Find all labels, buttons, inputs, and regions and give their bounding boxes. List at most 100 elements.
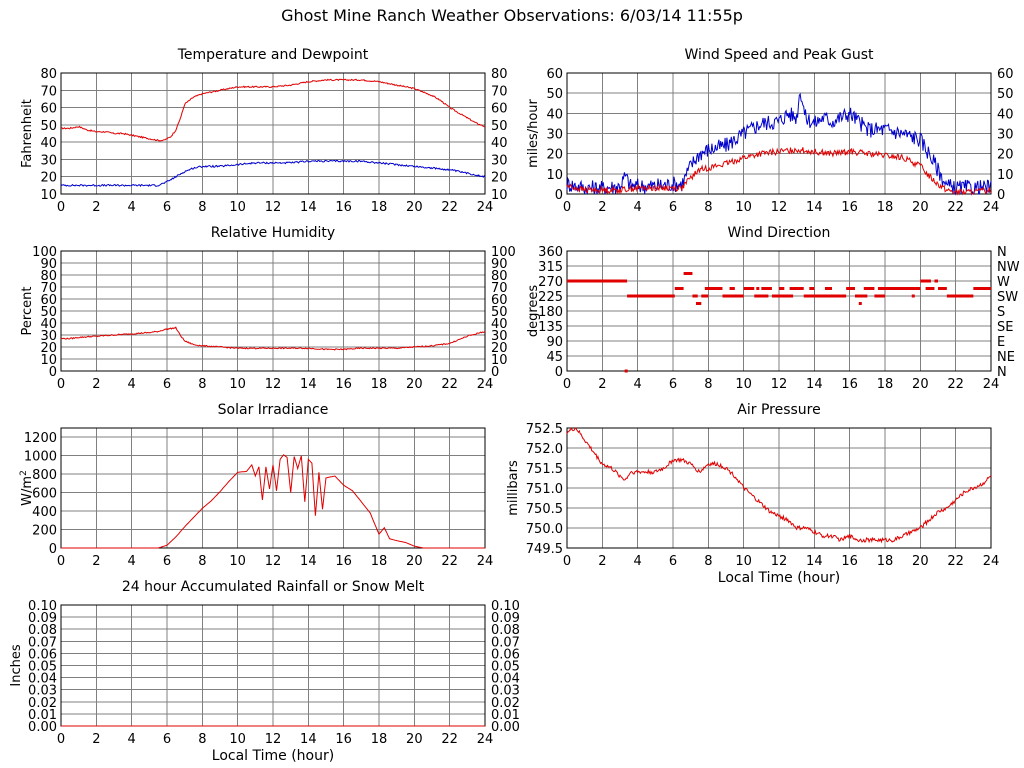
x-tick-label: 16 — [335, 200, 352, 215]
y-tick-label: 40 — [40, 136, 57, 151]
right-tick-label: 0.06 — [491, 647, 520, 662]
y-tick-label: 30 — [40, 153, 57, 168]
right-tick-label: 30 — [491, 153, 508, 168]
direction-point — [911, 294, 915, 298]
y-tick-label: 70 — [40, 84, 57, 99]
x-tick-label: 14 — [806, 554, 823, 569]
right-tick-label: N — [997, 245, 1007, 260]
x-tick-label: 10 — [229, 732, 246, 747]
direction-mark — [789, 287, 804, 290]
x-tick-label: 14 — [806, 377, 823, 392]
x-tick-label: 18 — [371, 377, 388, 392]
y-tick-label: 0.09 — [28, 611, 57, 626]
x-tick-label: 16 — [335, 377, 352, 392]
page-title: Ghost Mine Ranch Weather Observations: 6… — [281, 6, 743, 25]
plot-frame — [566, 72, 992, 195]
right-tick-label: SW — [997, 290, 1018, 305]
right-tick-label: 60 — [491, 293, 508, 308]
right-tick-label: 60 — [997, 67, 1014, 82]
direction-mark — [854, 294, 868, 298]
right-tick-label: 10 — [491, 188, 508, 203]
direction-point — [809, 287, 813, 290]
y-tick-label: 60 — [40, 293, 57, 308]
x-tick-label: 20 — [912, 554, 929, 569]
series-line — [566, 427, 992, 544]
x-tick-label: 24 — [477, 377, 494, 392]
chart-title: Air Pressure — [737, 402, 820, 418]
y-tick-label: 70 — [40, 281, 57, 296]
x-tick-label: 12 — [771, 554, 788, 569]
direction-mark — [692, 294, 698, 298]
x-tick-label: 6 — [669, 554, 677, 569]
chart-title: Solar Irradiance — [218, 402, 329, 418]
x-tick-label: 16 — [841, 554, 858, 569]
right-tick-label: 0.02 — [491, 696, 520, 711]
x-tick-label: 20 — [406, 200, 423, 215]
right-tick-label: E — [997, 335, 1005, 350]
right-tick-label: 0.08 — [491, 623, 520, 638]
y-tick-label: 30 — [40, 329, 57, 344]
right-tick-label: 20 — [491, 341, 508, 356]
right-tick-label: 0 — [491, 365, 499, 380]
x-tick-label: 2 — [598, 200, 606, 215]
y-tick-label: 400 — [32, 505, 57, 520]
x-tick-label: 14 — [300, 732, 317, 747]
right-tick-label: 90 — [491, 257, 508, 272]
x-tick-label: 0 — [57, 554, 65, 569]
x-tick-label: 10 — [229, 554, 246, 569]
chart-title: 24 hour Accumulated Rainfall or Snow Mel… — [122, 579, 425, 595]
direction-mark — [695, 302, 702, 305]
x-tick-label: 22 — [947, 377, 964, 392]
chart-rainfall: 24 hour Accumulated Rainfall or Snow Mel… — [9, 579, 520, 764]
y-tick-label: 0 — [555, 188, 563, 203]
x-tick-label: 18 — [371, 732, 388, 747]
direction-point — [858, 302, 862, 305]
right-tick-label: 20 — [491, 171, 508, 186]
y-tick-label: 20 — [40, 341, 57, 356]
plot-frame — [60, 427, 486, 549]
y-tick-label: 0.05 — [28, 660, 57, 675]
direction-mark — [674, 287, 684, 290]
y-tick-label: 750.5 — [526, 502, 563, 517]
series-line — [566, 147, 992, 196]
direction-mark — [824, 287, 832, 290]
direction-mark — [754, 294, 769, 298]
y-tick-label: 0.00 — [28, 720, 57, 735]
right-tick-label: NW — [997, 260, 1020, 275]
y-tick-label: 50 — [40, 119, 57, 134]
series-line — [60, 326, 486, 351]
y-tick-label: 80 — [40, 269, 57, 284]
right-tick-label: W — [997, 275, 1010, 290]
y-tick-label: 0.06 — [28, 647, 57, 662]
x-tick-label: 14 — [300, 200, 317, 215]
y-tick-label: 40 — [546, 107, 563, 122]
x-tick-label: 4 — [634, 554, 642, 569]
x-tick-label: 22 — [947, 554, 964, 569]
series-line — [60, 78, 486, 142]
x-tick-label: 14 — [300, 554, 317, 569]
x-tick-label: 24 — [477, 200, 494, 215]
x-tick-label: 8 — [704, 377, 712, 392]
x-tick-label: 0 — [563, 200, 571, 215]
y-tick-label: 0.01 — [28, 708, 57, 723]
right-tick-label: 50 — [491, 305, 508, 320]
y-tick-label: 0.07 — [28, 635, 57, 650]
x-tick-label: 10 — [735, 377, 752, 392]
x-tick-label: 0 — [57, 200, 65, 215]
x-tick-label: 8 — [198, 554, 206, 569]
direction-mark — [803, 294, 815, 298]
x-tick-label: 18 — [877, 200, 894, 215]
x-tick-label: 2 — [598, 554, 606, 569]
y-tick-label: 90 — [546, 335, 563, 350]
x-tick-label: 18 — [877, 554, 894, 569]
x-tick-label: 16 — [841, 200, 858, 215]
y-tick-label: 0 — [555, 365, 563, 380]
y-tick-label: 0.08 — [28, 623, 57, 638]
right-tick-label: 80 — [491, 67, 508, 82]
plot-frame — [60, 72, 486, 195]
x-tick-label: 2 — [92, 554, 100, 569]
x-tick-label: 12 — [265, 554, 282, 569]
x-tick-label: 12 — [265, 732, 282, 747]
